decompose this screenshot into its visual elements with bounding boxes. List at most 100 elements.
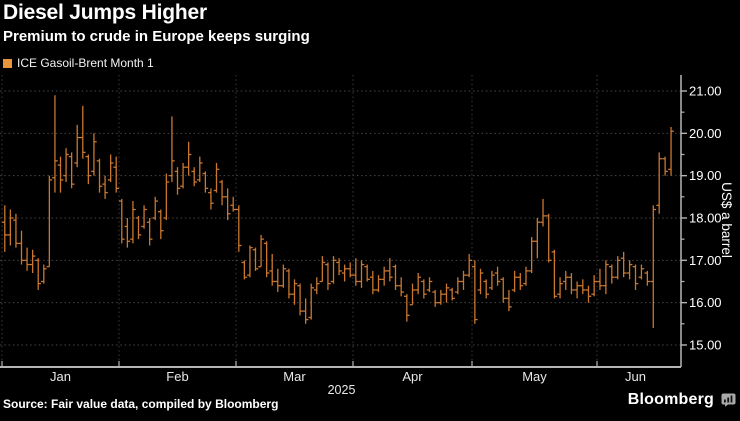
ohlc-bar	[370, 270, 376, 295]
ohlc-bar	[91, 133, 97, 176]
ohlc-bar	[35, 258, 42, 290]
ohlc-bar	[387, 258, 393, 282]
ohlc-bar	[626, 260, 633, 280]
ohlc-bar	[568, 273, 575, 295]
ohlc-bar	[614, 256, 621, 280]
ohlc-bar	[202, 171, 209, 193]
ohlc-bar	[353, 258, 359, 286]
ohlc-bar	[258, 234, 264, 268]
ohlc-bar	[79, 105, 86, 159]
ohlc-bar	[308, 283, 315, 320]
ohlc-bar	[180, 162, 186, 189]
ohlc-bar	[29, 249, 36, 274]
ohlc-bar	[46, 175, 53, 268]
x-axis-month-label: Feb	[166, 369, 188, 384]
ohlc-bar	[489, 270, 495, 290]
ohlc-bar	[63, 148, 69, 183]
ohlc-bar	[656, 152, 662, 214]
legend-label: ICE Gasoil-Brent Month 1	[17, 56, 154, 70]
ohlc-bar	[528, 237, 535, 274]
ohlc-bar	[534, 217, 541, 259]
ohlc-bar	[650, 205, 657, 329]
ohlc-bar	[426, 277, 433, 293]
ohlc-bar	[668, 126, 674, 176]
ohlc-bar	[375, 275, 382, 293]
ohlc-bar	[286, 268, 292, 299]
ohlc-bar	[163, 173, 170, 221]
ohlc-bar	[74, 124, 81, 168]
ohlc-bar	[141, 205, 147, 229]
ohlc-bar	[135, 215, 142, 240]
ohlc-bar	[169, 116, 175, 183]
ohlc-bar	[85, 154, 92, 185]
ohlc-bar	[40, 264, 47, 284]
ohlc-bar	[557, 277, 563, 299]
y-axis-tick-label: 16.00	[689, 295, 722, 310]
ohlc-bar	[213, 162, 220, 193]
ohlc-bar	[341, 264, 348, 282]
x-axis-month-label: Mar	[283, 369, 306, 384]
ohlc-bar	[398, 277, 404, 297]
ohlc-bar	[208, 188, 214, 210]
ohlc-bar	[603, 260, 609, 295]
ohlc-bar	[632, 264, 639, 290]
ohlc-bar	[24, 247, 30, 271]
x-axis-month-label: May	[522, 369, 547, 384]
ohlc-bar	[280, 264, 287, 288]
page-subtitle: Premium to crude in Europe keeps surging	[3, 28, 310, 45]
ohlc-bar	[297, 283, 303, 316]
bloomberg-logo: Bloomberg	[628, 391, 736, 409]
ohlc-bar	[347, 262, 354, 278]
ohlc-bar	[449, 287, 455, 301]
ohlc-bar	[102, 175, 108, 199]
ohlc-bar	[325, 262, 331, 290]
ohlc-bar	[196, 156, 203, 183]
ohlc-bar	[157, 209, 164, 240]
ohlc-bar	[185, 141, 192, 176]
ohlc-bar	[580, 279, 586, 295]
y-axis-tick-label: 18.00	[689, 210, 722, 225]
ohlc-bar	[432, 289, 438, 307]
ohlc-bar	[269, 253, 276, 286]
ohlc-bar	[545, 213, 552, 263]
ohlc-bar	[511, 270, 518, 293]
ohlc-bar	[415, 273, 421, 295]
ohlc-bar	[13, 213, 19, 248]
ohlc-bar	[152, 196, 159, 221]
ohlc-bar	[358, 260, 365, 288]
ohlc-bar	[313, 277, 320, 295]
ohlc-bar	[1, 205, 8, 252]
ohlc-bar	[500, 277, 507, 303]
ohlc-bar	[263, 241, 270, 278]
ohlc-bar	[609, 264, 615, 284]
y-axis-tick-label: 15.00	[689, 337, 722, 352]
ohlc-bar	[336, 258, 342, 276]
ohlc-bar	[562, 270, 569, 290]
ohlc-bar	[404, 294, 410, 322]
y-axis-title: US$ a barrel	[719, 182, 734, 258]
ohlc-bar	[483, 279, 489, 299]
x-axis-year-label: 2025	[328, 383, 356, 397]
ohlc-bar	[409, 283, 416, 306]
ohlc-bar	[662, 156, 668, 176]
ohlc-bar	[591, 275, 597, 297]
ohlc-bar	[57, 156, 64, 193]
ohlc-bar	[517, 273, 524, 290]
y-axis-tick-label: 17.00	[689, 253, 722, 268]
y-axis-tick-label: 21.00	[689, 84, 722, 99]
ohlc-bar	[107, 154, 114, 183]
ohlc-bar	[472, 260, 478, 324]
ohlc-bar	[130, 201, 136, 244]
ohlc-bar	[381, 266, 387, 286]
ohlc-bar	[302, 298, 309, 324]
ohlc-bar	[330, 256, 337, 284]
ohlc-bar	[235, 205, 242, 252]
ohlc-bar	[146, 217, 153, 246]
x-axis-month-label: Jun	[625, 369, 646, 384]
ohlc-bar	[644, 270, 651, 286]
bloomberg-chart-bubble-icon	[721, 393, 736, 407]
ohlc-bar	[191, 167, 198, 187]
page-title: Diesel Jumps Higher	[3, 1, 207, 24]
ohlc-bar	[597, 268, 603, 290]
